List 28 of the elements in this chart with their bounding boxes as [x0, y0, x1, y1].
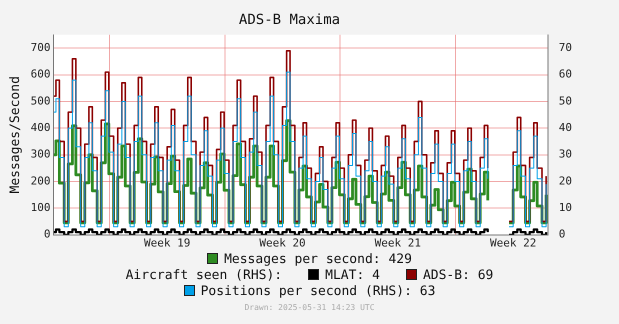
y2-tick-label: 10: [558, 200, 572, 214]
y-tick-label: 700: [30, 40, 50, 54]
y-tick-label: 300: [30, 148, 50, 161]
y-axis-title: Messages/Second: [8, 76, 24, 194]
y-tick-label: 200: [30, 174, 50, 188]
x-tick-label: Week 19: [144, 236, 190, 250]
y2-tick-label: 0: [558, 228, 566, 241]
legend-label: MLAT: 4: [324, 268, 380, 283]
text: Drawn: 2025-05-31 14:23 UTC: [243, 303, 376, 312]
y2-tick-label: 30: [558, 148, 572, 161]
y-tick-label: 500: [30, 94, 50, 108]
y-tick-label: 100: [30, 200, 50, 214]
chart-title: ADS-B Maxima: [238, 12, 340, 28]
y2-tick-label: 70: [558, 40, 572, 54]
legend-label: Positions per second (RHS): 63: [200, 284, 436, 299]
x-tick-label: Week 22: [490, 236, 536, 250]
y2-tick-label: 20: [558, 174, 572, 188]
legend-label: ADS-B: 69: [422, 268, 494, 283]
y2-tick-label: 60: [558, 68, 572, 81]
y-tick-label: 400: [30, 120, 50, 134]
y-tick-label: 0: [44, 228, 50, 241]
legend-title: Aircraft seen (RHS):: [126, 268, 282, 283]
y2-tick-label: 40: [558, 120, 572, 134]
x-tick-label: Week 21: [374, 236, 422, 250]
y-tick-label: 600: [30, 68, 50, 81]
y2-tick-label: 50: [558, 94, 572, 108]
legend-label: Messages per second: 429: [223, 252, 412, 267]
x-tick-label: Week 20: [259, 236, 306, 250]
